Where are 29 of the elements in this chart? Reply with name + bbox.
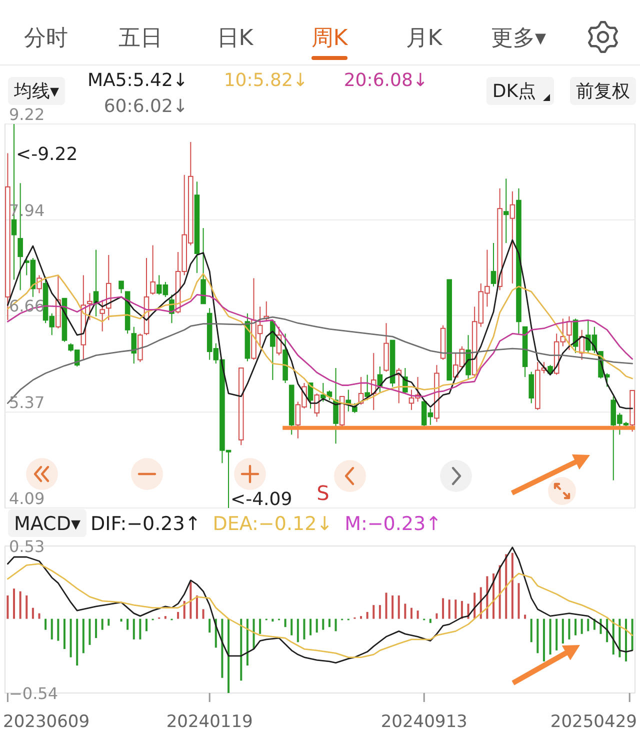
y-tick-label: −0.54 (9, 684, 58, 703)
category-label: 分时 (24, 26, 68, 51)
text: M:−0.23↑ (344, 513, 442, 535)
text: 均线▾ (13, 81, 60, 102)
category-label: 月K (406, 26, 443, 51)
text: DK点 (492, 81, 536, 102)
text: DEA:−0.12↓ (212, 513, 333, 535)
y-tick-label: 9.22 (9, 105, 45, 124)
text: DIF:−0.23↑ (90, 513, 201, 535)
x-tick-label: 20240913 (380, 712, 468, 732)
y-tick-label: 5.37 (9, 393, 45, 412)
annotation: <-9.22 (16, 144, 78, 165)
category-label: 五日 (118, 26, 162, 51)
text: 10:5.82↓ (224, 70, 308, 91)
text: MA5:5.42↓ (87, 70, 188, 91)
text: 20:6.08↓ (344, 70, 428, 91)
category-label: 周K (311, 26, 348, 51)
x-tick-label: 20230609 (3, 712, 90, 732)
annotation: S (316, 481, 330, 505)
x-tick-label: 20240119 (166, 712, 253, 732)
x-tick-label: 20250429 (550, 712, 637, 732)
text: 60:6.02↓ (104, 96, 188, 117)
chart-title: MACD▾ (14, 513, 81, 535)
category-label: 日K (216, 26, 254, 51)
annotation: <-4.09 (230, 489, 292, 510)
text: 前复权 (576, 81, 630, 102)
y-tick-label: 0.53 (9, 537, 45, 556)
y-tick-label: 4.09 (9, 489, 45, 508)
category-label: 更多▾ (490, 26, 546, 51)
